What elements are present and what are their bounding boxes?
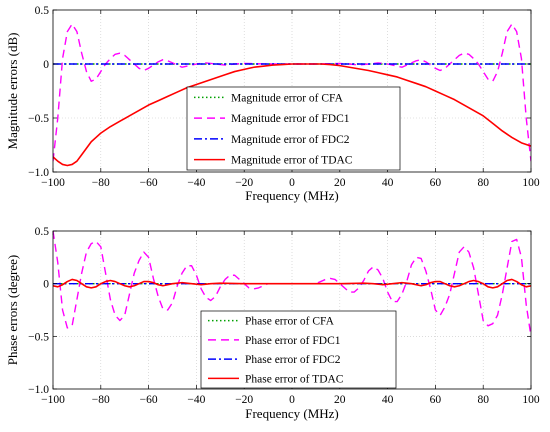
x-tick-label: 40 [382,394,394,406]
legend-label-4: Phase error of TDAC [245,373,344,385]
y-tick-label: 0 [43,59,49,71]
x-tick-label: −60 [140,177,158,189]
series-line-2 [53,231,531,337]
y-tick-label: −0.5 [28,113,49,125]
x-tick-label: −60 [140,394,158,406]
y-tick-label: 0 [43,279,49,291]
x-tick-label: −40 [187,177,205,189]
y-tick-label: −0.5 [28,331,49,343]
y-axis-label: Magnitude errors (dB) [5,33,20,150]
x-tick-label: 0 [289,177,295,189]
x-tick-label: −80 [92,394,110,406]
legend-label-2: Phase error of FDC1 [245,335,341,347]
y-tick-label: −1.0 [28,384,49,396]
legend-label-2: Magnitude error of FDC1 [231,113,350,125]
x-tick-label: 100 [522,177,540,189]
x-tick-label: −20 [235,394,253,406]
y-tick-label: −1.0 [28,167,49,179]
x-tick-label: 100 [522,394,540,406]
legend-label-1: Magnitude error of CFA [231,92,344,104]
series-line-4 [53,278,531,289]
x-tick-label: −100 [41,177,65,189]
y-tick-label: 0.5 [35,226,50,238]
legend: Phase error of CFA Phase error of FDC1 Pha… [200,310,397,389]
chart-panel-2: −100 −80 −60 −40 −20 0 20 40 60 80 100 −1.0 −0.5 0 0.5… [5,226,540,421]
x-tick-label: −20 [235,177,253,189]
x-axis-label: Frequency (MHz) [245,406,339,421]
chart-panel-1: −100 −80 −60 −40 −20 0 20 40 60 80 100 −1.0 −0.5 0 0.5… [5,5,540,203]
legend: Magnitude error of CFA Magnitude error of… [186,86,401,171]
x-tick-label: 80 [477,394,489,406]
x-tick-label: −40 [187,394,205,406]
x-tick-label: 20 [334,177,346,189]
legend-box [200,310,397,389]
legend-box [186,86,401,171]
legend-label-3: Phase error of FDC2 [245,354,341,366]
legend-label-4: Magnitude error of TDAC [231,155,353,167]
y-axis-label: Phase errors (degree) [5,255,20,365]
series-group [53,231,531,337]
series-line-2 [53,23,531,162]
x-tick-label: 0 [289,394,295,406]
x-tick-label: 40 [382,177,394,189]
y-tick-label: 0.5 [35,5,50,17]
series-group [53,23,531,167]
x-tick-label: 80 [477,177,489,189]
x-tick-label: −100 [41,394,65,406]
legend-label-3: Magnitude error of FDC2 [231,134,350,146]
x-tick-label: 60 [430,394,442,406]
series-line-4 [53,63,531,167]
x-tick-label: −80 [92,177,110,189]
x-tick-label: 20 [334,394,346,406]
legend-label-1: Phase error of CFA [245,316,335,328]
x-axis-label: Frequency (MHz) [245,188,339,203]
x-tick-label: 60 [430,177,442,189]
